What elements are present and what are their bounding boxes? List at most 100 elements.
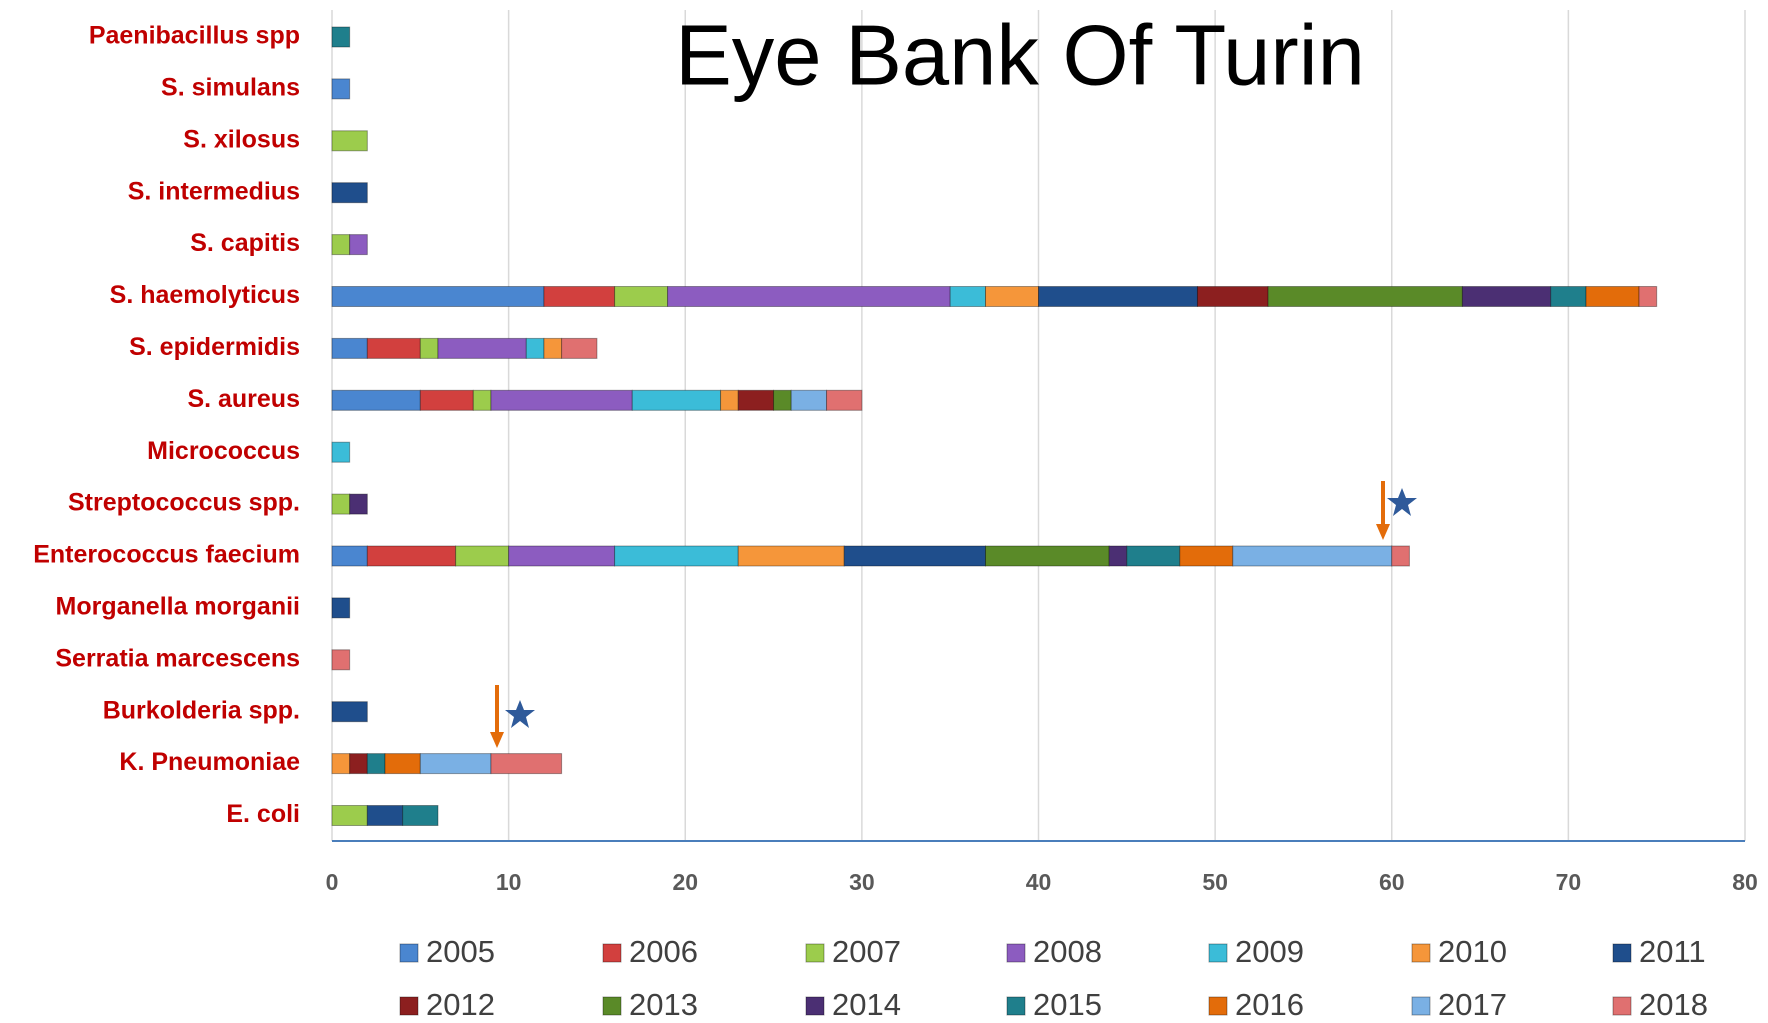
bar-segment	[1391, 545, 1410, 567]
bar-segment	[419, 389, 474, 411]
category-label: E. coli	[226, 800, 300, 828]
bar-segment	[1461, 286, 1552, 307]
legend-swatch	[1208, 996, 1228, 1016]
legend-label: 2006	[629, 934, 698, 969]
bar-segment	[1196, 286, 1269, 307]
category-label: S. xilosus	[183, 125, 300, 153]
legend-label: 2015	[1033, 987, 1102, 1022]
legend-swatch	[602, 943, 622, 963]
bar-segment	[331, 597, 351, 619]
legend-label: 2010	[1438, 934, 1507, 969]
bar-segment	[331, 78, 351, 100]
legend-label: 2017	[1438, 987, 1507, 1022]
bar-segment	[826, 389, 863, 411]
bar-segment	[331, 753, 351, 775]
bar-segment	[331, 649, 351, 671]
bar-segment	[1179, 545, 1234, 567]
bar-segment	[331, 337, 368, 359]
arrow-head	[490, 732, 504, 748]
bar-segment	[331, 234, 351, 256]
x-tick-label: 80	[1732, 869, 1758, 895]
bar-segment	[1585, 286, 1640, 307]
bar-segment	[1232, 545, 1393, 567]
legend-label: 2012	[426, 987, 495, 1022]
category-label: S. epidermidis	[129, 333, 300, 361]
x-tick-label: 70	[1556, 869, 1582, 895]
bar-segment	[1038, 286, 1198, 307]
category-label: Morganella morganii	[56, 593, 300, 621]
legend-swatch	[399, 996, 419, 1016]
legend-swatch	[805, 996, 825, 1016]
bar-segment	[331, 701, 368, 723]
category-label: S. capitis	[190, 229, 300, 257]
bar-segment	[1108, 545, 1128, 567]
bar-segment	[331, 441, 351, 463]
category-label: S. intermedius	[128, 177, 300, 205]
legend-swatch	[1612, 943, 1632, 963]
legend-swatch	[1006, 996, 1026, 1016]
category-label: Paenibacillus spp	[89, 22, 300, 50]
bar-segment	[543, 337, 563, 359]
legend-swatch	[602, 996, 622, 1016]
bar-segment	[331, 805, 368, 826]
legend-label: 2008	[1033, 934, 1102, 969]
x-tick-label: 30	[849, 869, 875, 895]
category-label: Enterococcus faecium	[33, 541, 300, 569]
x-tick-label: 0	[326, 869, 339, 895]
bar-segment	[843, 545, 987, 567]
category-label: Micrococcus	[147, 437, 300, 465]
bar-segment	[331, 130, 368, 152]
legend-swatch	[399, 943, 419, 963]
legend-swatch	[805, 943, 825, 963]
legend-label: 2009	[1235, 934, 1304, 969]
bar-segment	[543, 286, 616, 307]
bar-segment	[1126, 545, 1181, 567]
legend-label: 2014	[832, 987, 901, 1022]
arrow-head	[1376, 524, 1390, 540]
category-label: Streptococcus spp.	[68, 489, 300, 517]
bar-segment	[349, 234, 368, 256]
x-tick-label: 10	[496, 869, 522, 895]
x-tick-label: 60	[1379, 869, 1405, 895]
annotations	[490, 481, 1417, 748]
legend-swatch	[1612, 996, 1632, 1016]
bar-segment	[790, 389, 828, 411]
bar-segment	[331, 286, 545, 307]
x-tick-label: 40	[1026, 869, 1052, 895]
bar-segment	[1638, 286, 1658, 307]
category-label: Serratia marcescens	[55, 644, 300, 672]
bar-segment	[437, 337, 527, 359]
bar-segment	[720, 389, 739, 411]
legend-label: 2005	[426, 934, 495, 969]
legend-label: 2013	[629, 987, 698, 1022]
grid	[331, 10, 1746, 842]
bar-segment	[331, 545, 368, 567]
bar-segment	[419, 337, 439, 359]
bar-segment	[455, 545, 510, 567]
bar-segment	[614, 545, 739, 567]
bar-segment	[349, 493, 368, 515]
bar-segment	[331, 389, 421, 411]
bar-segment	[1267, 286, 1463, 307]
legend-label: 2007	[832, 934, 901, 969]
legend-label: 2016	[1235, 987, 1304, 1022]
category-label: K. Pneumoniae	[119, 748, 300, 776]
bar-segment	[1550, 286, 1587, 307]
bar-segment	[667, 286, 951, 307]
legend-swatch	[1208, 943, 1228, 963]
bar-segment	[384, 753, 421, 775]
category-label: Burkolderia spp.	[103, 696, 300, 724]
bar-segment	[631, 389, 722, 411]
category-label: S. haemolyticus	[110, 281, 300, 309]
star	[505, 700, 535, 728]
bar-segment	[737, 545, 845, 567]
bar-segment	[490, 389, 633, 411]
bar-segment	[508, 545, 616, 567]
bar-segment	[985, 286, 1040, 307]
bar-segment	[366, 337, 421, 359]
x-tick-label: 50	[1202, 869, 1228, 895]
bars	[331, 26, 1658, 826]
legend-swatch	[1411, 943, 1431, 963]
bar-segment	[614, 286, 669, 307]
legend-swatch	[1411, 996, 1431, 1016]
